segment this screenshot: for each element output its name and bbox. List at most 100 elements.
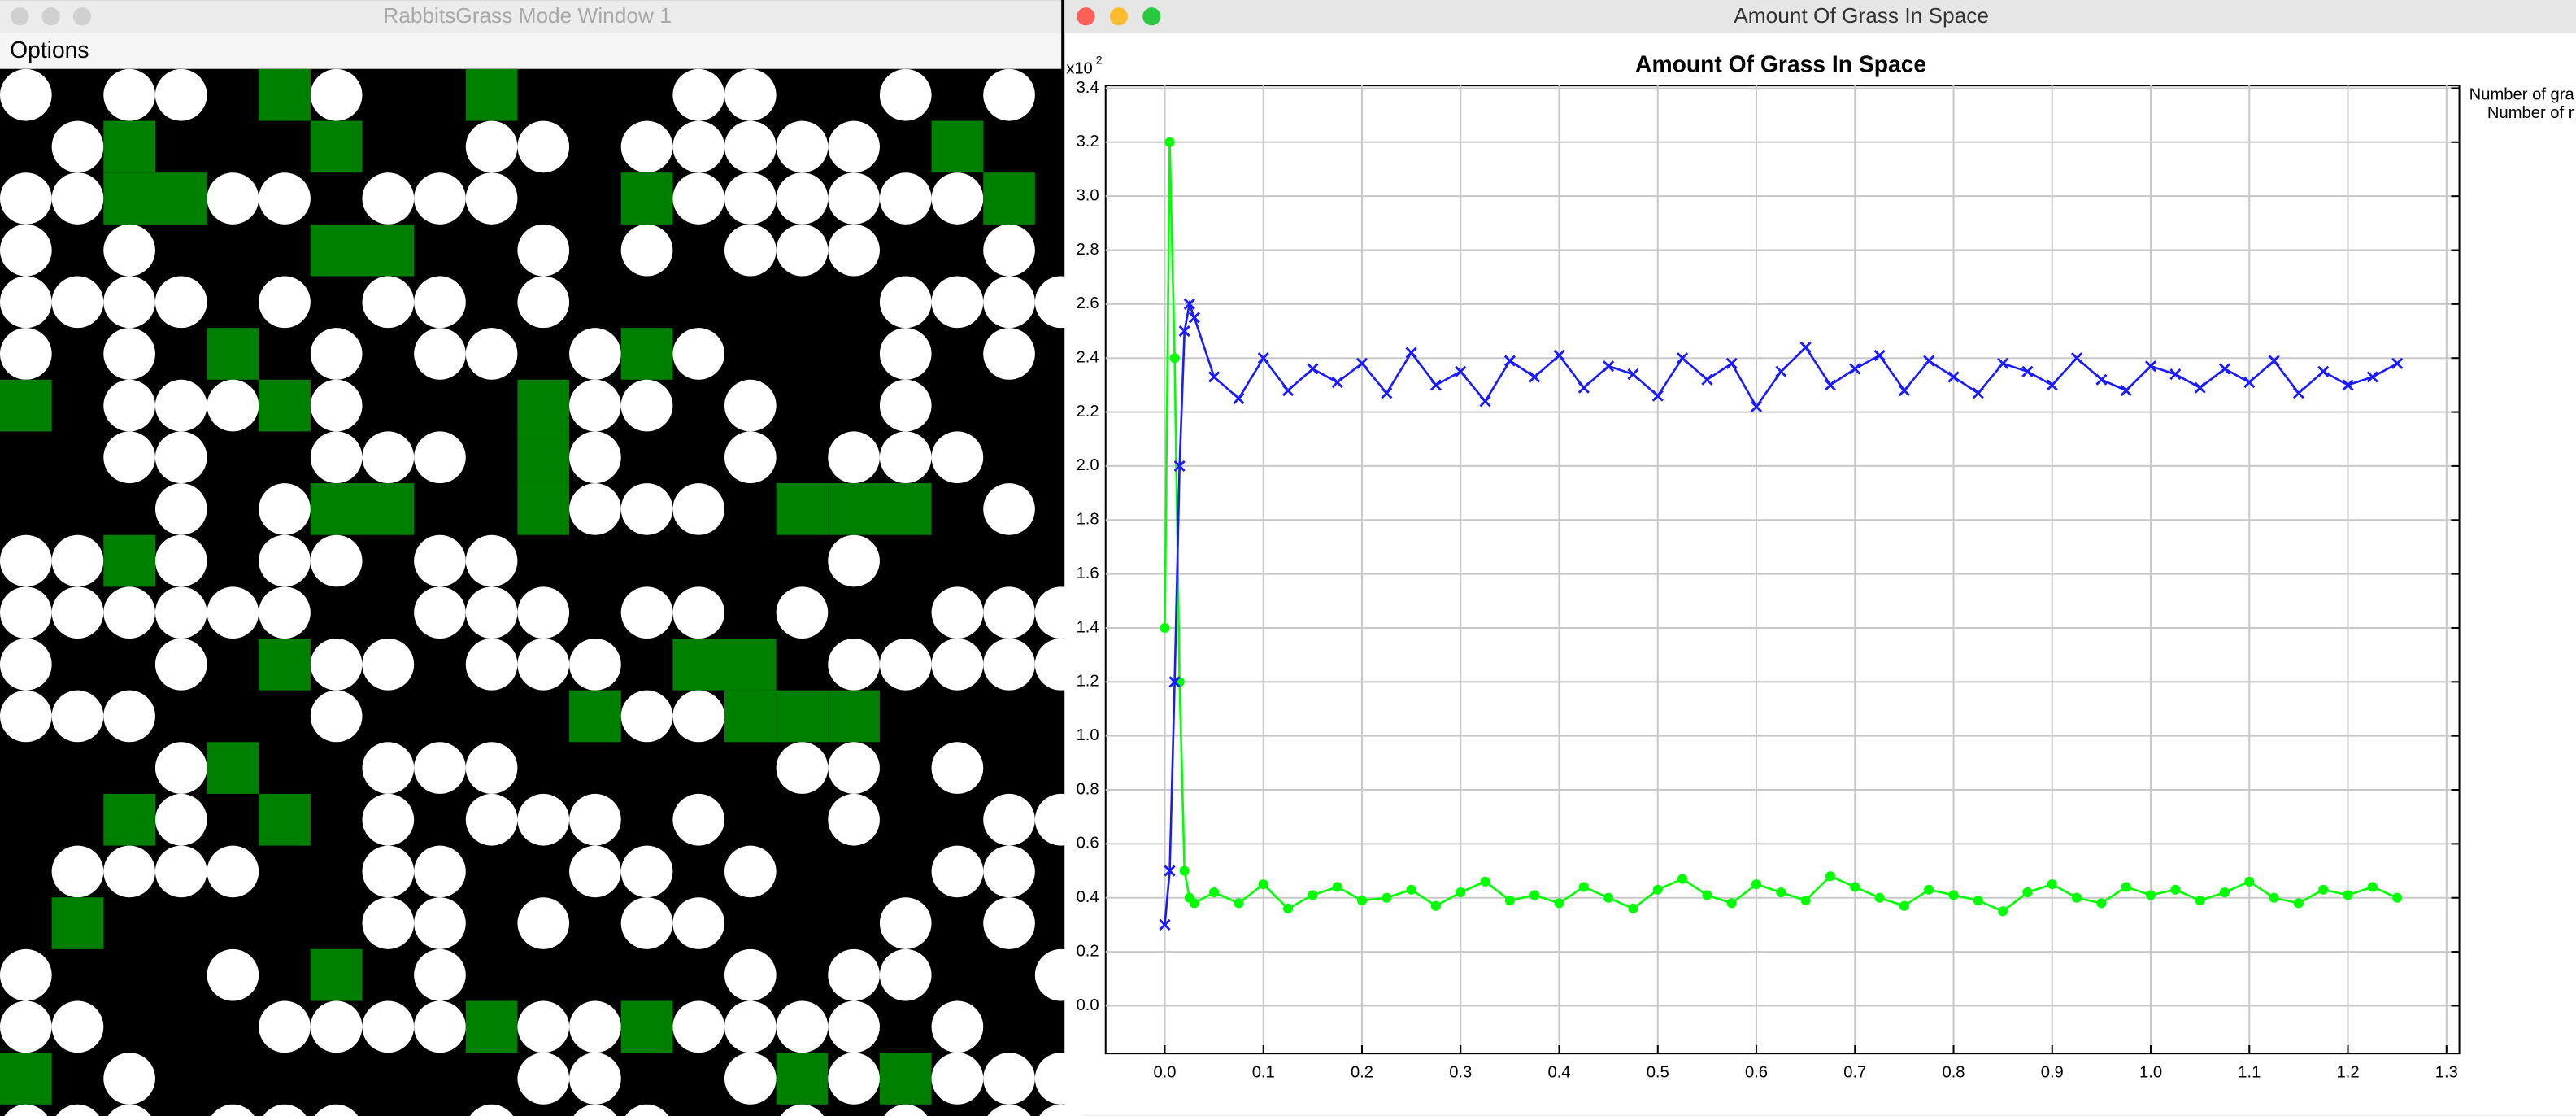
point — [1183, 298, 1195, 310]
x-tick-label: 0.1 — [1252, 1064, 1275, 1082]
rabbit — [362, 431, 415, 484]
point — [1947, 371, 1960, 383]
point — [1160, 622, 1170, 634]
rabbit — [154, 793, 207, 846]
rabbit — [620, 483, 673, 535]
grass-cell — [776, 483, 829, 535]
point — [1406, 884, 1416, 895]
grass-cell — [154, 172, 207, 225]
y-tick-label: 2.6 — [1077, 294, 1099, 312]
rabbit — [51, 845, 104, 898]
point — [1169, 353, 1180, 364]
point — [1504, 895, 1515, 906]
close-button[interactable] — [11, 7, 29, 26]
rabbit — [983, 845, 1035, 898]
point — [1578, 882, 1589, 892]
rabbit — [517, 586, 570, 639]
rabbit — [0, 690, 52, 743]
rabbit — [154, 483, 207, 535]
point — [2194, 381, 2206, 394]
point — [1189, 898, 1199, 909]
rabbit — [154, 586, 207, 639]
minimize-button[interactable] — [41, 7, 60, 26]
rabbit — [154, 639, 207, 691]
rabbit — [362, 742, 415, 794]
rabbit — [620, 379, 673, 432]
rabbit — [103, 276, 155, 329]
window-title: RabbitsGrass Mode Window 1 — [383, 3, 672, 28]
rabbit — [465, 639, 518, 691]
rabbit — [724, 172, 777, 225]
point — [1356, 895, 1368, 906]
rabbit — [154, 742, 207, 794]
rabbit — [103, 328, 155, 380]
rabbit — [4, 1104, 48, 1116]
point — [2218, 363, 2231, 375]
point — [1173, 460, 1186, 472]
rabbit — [154, 68, 207, 121]
rabbit — [931, 172, 984, 225]
rabbit — [724, 224, 777, 277]
rabbit — [263, 1104, 307, 1116]
point — [1331, 377, 1343, 389]
zoom-button[interactable] — [1142, 7, 1161, 26]
menu-bar — [0, 33, 1062, 69]
minimize-button[interactable] — [1109, 7, 1129, 26]
zoom-button[interactable] — [72, 7, 92, 26]
point — [1899, 900, 1909, 911]
point — [1824, 379, 1837, 391]
rabbit — [828, 639, 880, 691]
rabbit — [103, 1053, 155, 1105]
rabbit — [879, 948, 932, 1001]
rabbit — [414, 897, 466, 949]
x-tick-label: 0.5 — [1647, 1064, 1669, 1082]
rabbit — [569, 639, 621, 691]
rabbit — [517, 639, 570, 691]
point — [2072, 892, 2082, 903]
plot-frame — [1104, 85, 2461, 1055]
rabbit — [465, 586, 518, 639]
rabbit — [310, 328, 363, 380]
rabbit — [724, 120, 777, 173]
rabbit — [620, 845, 673, 898]
point — [1159, 918, 1171, 931]
grass-cell — [776, 1053, 829, 1105]
rabbit — [724, 431, 777, 484]
point — [2268, 355, 2280, 367]
point — [2144, 360, 2157, 373]
rabbit — [931, 1053, 984, 1105]
rabbit — [51, 534, 104, 587]
y-tick-label: 3.0 — [1077, 186, 1099, 204]
point — [1233, 392, 1245, 405]
point — [1726, 898, 1737, 909]
rabbit — [414, 742, 466, 794]
close-button[interactable] — [1077, 7, 1095, 26]
grass-cell — [310, 483, 363, 535]
point — [2392, 892, 2403, 903]
point — [1825, 871, 1836, 882]
grass-cell — [259, 379, 311, 432]
point — [2047, 879, 2057, 890]
rabbit — [259, 534, 311, 587]
point — [1603, 892, 1614, 903]
point — [2121, 882, 2131, 892]
grass-cell — [828, 483, 880, 535]
rabbit — [828, 948, 880, 1001]
rabbit — [362, 172, 415, 225]
menu-item[interactable]: Options — [10, 37, 89, 63]
rabbit — [620, 897, 673, 949]
title-bar — [1064, 0, 2576, 33]
rabbit — [672, 483, 724, 535]
rabbit — [414, 172, 466, 225]
grass-cell — [103, 793, 155, 846]
point — [1850, 882, 1860, 892]
point — [2243, 377, 2256, 389]
rabbit — [414, 276, 466, 329]
rabbit — [828, 224, 880, 277]
grass-cell — [0, 379, 52, 432]
rabbit — [569, 845, 621, 898]
grass-cell — [569, 690, 621, 743]
point — [2046, 379, 2058, 391]
y-tick-label: 1.6 — [1077, 565, 1099, 582]
